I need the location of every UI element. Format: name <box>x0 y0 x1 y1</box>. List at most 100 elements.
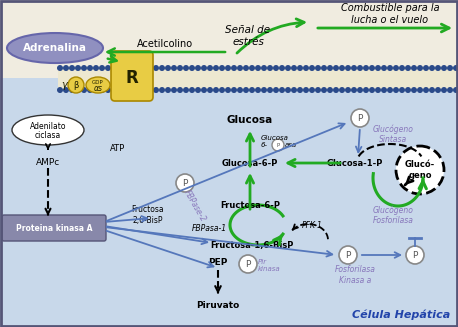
Circle shape <box>285 87 291 93</box>
Circle shape <box>237 87 243 93</box>
Circle shape <box>99 65 105 71</box>
Circle shape <box>429 65 435 71</box>
Circle shape <box>111 87 117 93</box>
Circle shape <box>321 65 327 71</box>
Text: P: P <box>276 143 280 147</box>
Circle shape <box>435 87 441 93</box>
Circle shape <box>393 87 399 93</box>
Circle shape <box>189 87 195 93</box>
Circle shape <box>147 87 153 93</box>
Bar <box>0 78 458 327</box>
Text: Glucógeno
Sintasa: Glucógeno Sintasa <box>372 124 414 144</box>
Text: Glucógeno
Fosforilasa: Glucógeno Fosforilasa <box>372 205 414 225</box>
Circle shape <box>93 65 99 71</box>
Circle shape <box>351 65 357 71</box>
Circle shape <box>123 65 129 71</box>
Ellipse shape <box>12 115 84 145</box>
Text: ATP: ATP <box>110 144 125 152</box>
Circle shape <box>381 87 387 93</box>
Text: Fructosa-6-P: Fructosa-6-P <box>220 200 280 210</box>
Circle shape <box>423 87 429 93</box>
Circle shape <box>417 65 423 71</box>
Circle shape <box>201 65 207 71</box>
Circle shape <box>189 65 195 71</box>
Circle shape <box>339 65 345 71</box>
Circle shape <box>441 87 447 93</box>
Circle shape <box>207 87 213 93</box>
Text: P: P <box>357 113 363 123</box>
Circle shape <box>93 87 99 93</box>
Circle shape <box>225 87 231 93</box>
Circle shape <box>396 146 444 194</box>
Circle shape <box>63 87 69 93</box>
Circle shape <box>351 109 369 127</box>
Circle shape <box>453 87 458 93</box>
Circle shape <box>399 87 405 93</box>
Circle shape <box>249 87 255 93</box>
Circle shape <box>429 87 435 93</box>
Text: αs: αs <box>93 83 103 93</box>
Circle shape <box>135 87 141 93</box>
Circle shape <box>69 65 75 71</box>
Circle shape <box>375 65 381 71</box>
Text: Glucó-
geno: Glucó- geno <box>405 160 435 180</box>
Circle shape <box>129 65 135 71</box>
Circle shape <box>243 87 249 93</box>
Text: GDP: GDP <box>92 79 104 84</box>
Circle shape <box>153 87 159 93</box>
Text: PFK-1: PFK-1 <box>302 220 323 230</box>
Circle shape <box>219 65 225 71</box>
Circle shape <box>267 87 273 93</box>
Text: ciclasa: ciclasa <box>35 130 61 140</box>
Circle shape <box>369 65 375 71</box>
Circle shape <box>303 65 309 71</box>
Circle shape <box>273 87 279 93</box>
Text: FBPase-2: FBPase-2 <box>182 188 208 224</box>
Circle shape <box>195 87 201 93</box>
Circle shape <box>405 65 411 71</box>
Circle shape <box>176 174 194 192</box>
Circle shape <box>177 65 183 71</box>
Text: Fructosa
2,6-BisP: Fructosa 2,6-BisP <box>132 205 164 225</box>
Circle shape <box>297 87 303 93</box>
Circle shape <box>303 87 309 93</box>
Circle shape <box>387 87 393 93</box>
Circle shape <box>183 65 189 71</box>
Circle shape <box>105 87 111 93</box>
Circle shape <box>69 87 75 93</box>
Circle shape <box>453 65 458 71</box>
Circle shape <box>333 65 339 71</box>
Circle shape <box>147 65 153 71</box>
Text: asa: asa <box>285 142 297 148</box>
Circle shape <box>411 65 417 71</box>
Circle shape <box>81 87 87 93</box>
FancyBboxPatch shape <box>111 51 153 101</box>
Circle shape <box>231 65 237 71</box>
Circle shape <box>87 87 93 93</box>
Circle shape <box>225 65 231 71</box>
Circle shape <box>333 87 339 93</box>
Circle shape <box>272 139 284 151</box>
Text: Adrenalina: Adrenalina <box>23 43 87 53</box>
Text: Pir
kinasa: Pir kinasa <box>258 259 281 271</box>
Circle shape <box>123 87 129 93</box>
Circle shape <box>261 65 267 71</box>
Text: 6-: 6- <box>261 142 268 148</box>
Text: Señal de
estrés: Señal de estrés <box>225 25 271 47</box>
Ellipse shape <box>86 77 110 93</box>
Circle shape <box>291 65 297 71</box>
Circle shape <box>315 87 321 93</box>
Circle shape <box>237 65 243 71</box>
Text: Glucosa: Glucosa <box>227 115 273 125</box>
Circle shape <box>369 87 375 93</box>
Circle shape <box>417 87 423 93</box>
Text: AMPc: AMPc <box>36 158 60 166</box>
Circle shape <box>243 65 249 71</box>
Circle shape <box>255 65 261 71</box>
Circle shape <box>363 65 369 71</box>
Circle shape <box>57 65 63 71</box>
Circle shape <box>435 65 441 71</box>
Text: Fosforilasa
Kinasa a: Fosforilasa Kinasa a <box>334 265 376 285</box>
Circle shape <box>75 65 81 71</box>
Circle shape <box>345 65 351 71</box>
